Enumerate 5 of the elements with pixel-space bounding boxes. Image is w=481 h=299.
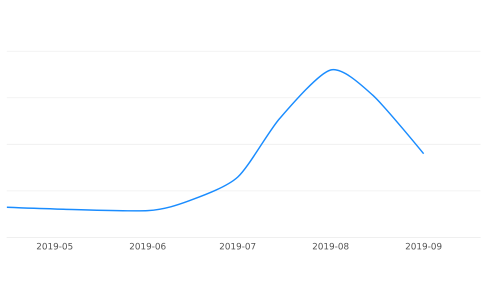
x-tick-label: 2019-05 — [36, 243, 72, 250]
x-tick-label: 2019-08 — [312, 243, 348, 250]
x-tick-label: 2019-07 — [220, 243, 256, 250]
x-tick-label: 2019-09 — [406, 243, 442, 250]
x-tick-label: 2019-06 — [130, 243, 166, 250]
